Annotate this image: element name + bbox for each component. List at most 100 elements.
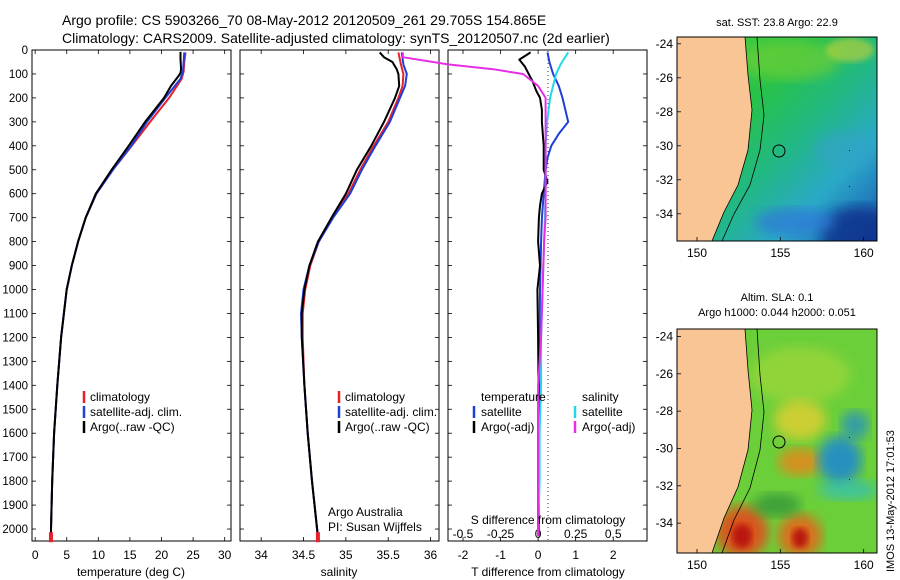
lat-tick-label: -26 bbox=[656, 71, 674, 85]
panel-difference: -2 -1 0 1 2 -0.5 -0.25 0 0.25 0.5 T difference f… bbox=[401, 49, 648, 579]
sst-field: · · bbox=[677, 37, 877, 241]
lon-tick-label: 150 bbox=[687, 246, 707, 260]
x-tick-label: 5 bbox=[63, 548, 70, 562]
title-line-2: Climatology: CARS2009. Satellite-adjuste… bbox=[62, 30, 610, 46]
depth-tick-label: 1100 bbox=[3, 308, 28, 320]
profile-location-marker bbox=[772, 435, 786, 449]
x2-tick-label: -0.5 bbox=[453, 527, 474, 541]
depth-tick-label: 1700 bbox=[2, 452, 28, 464]
depth-tick-label: 2000 bbox=[2, 524, 28, 536]
x-tick-label: -1 bbox=[495, 548, 506, 562]
x-tick-label: 0 bbox=[535, 548, 542, 562]
legend-label-argo: Argo(-adj) bbox=[481, 420, 534, 434]
x-axis-t-difference: -2 -1 0 1 2 bbox=[458, 50, 617, 562]
island-dot: · bbox=[848, 474, 851, 484]
lat-tick-label: -24 bbox=[656, 329, 674, 343]
depth-tick-label: 600 bbox=[9, 189, 28, 201]
lat-tick-label: -24 bbox=[656, 37, 674, 51]
legend-label-climatology: climatology bbox=[90, 390, 150, 404]
lat-tick-label: -28 bbox=[656, 105, 674, 119]
x2-tick-label: 0.25 bbox=[564, 527, 588, 541]
x-tick-label: 2 bbox=[610, 548, 617, 562]
depth-tick-label: 1400 bbox=[2, 380, 28, 392]
depth-ticks bbox=[240, 49, 439, 530]
x-tick-label: 34.5 bbox=[292, 548, 316, 562]
x-axis-label: T difference from climatology bbox=[471, 565, 625, 579]
x-tick-label: 25 bbox=[186, 548, 200, 562]
depth-tick-label: 300 bbox=[9, 117, 28, 129]
depth-tick-label: 500 bbox=[9, 165, 28, 177]
lat-tick-label: -28 bbox=[656, 404, 674, 418]
depth-tick-label: 0 bbox=[22, 45, 28, 57]
series-line-argo-raw-qc- bbox=[50, 51, 183, 537]
map-sla: Altim. SLA: 0.1 Argo h1000: 0.044 h2000:… bbox=[656, 292, 878, 572]
x-tick-label: 35.5 bbox=[377, 548, 401, 562]
x-tick-label: 10 bbox=[92, 548, 106, 562]
map-sst: sat. SST: 23.8 Argo: 22.9 · · 150 155 160 … bbox=[656, 17, 878, 260]
series-line-argo-raw-qc- bbox=[300, 51, 401, 537]
series-lines bbox=[48, 51, 187, 543]
lon-tick-label: 155 bbox=[770, 558, 790, 572]
depth-tick-label: 1600 bbox=[2, 428, 28, 440]
depth-tick-label: 1900 bbox=[2, 500, 28, 512]
legend-label-satellite: satellite-adj. clim. bbox=[345, 405, 437, 419]
series-line-salinity-argo-adj- bbox=[401, 52, 547, 537]
depth-tick-label: 700 bbox=[9, 213, 28, 225]
legend-salinity: salinity satellite Argo(-adj) bbox=[573, 390, 635, 434]
legend-temperature: temperature satellite Argo(-adj) bbox=[472, 390, 546, 434]
lon-tick-label: 155 bbox=[770, 246, 790, 260]
panel-temperature: 0100200300400500600700800900100011001200… bbox=[2, 45, 231, 579]
title-line-1: Argo profile: CS 5903266_70 08-May-2012 … bbox=[62, 12, 547, 28]
lon-axis: 150 155 160 bbox=[687, 237, 874, 260]
sla-field: · · bbox=[677, 329, 877, 553]
land-mask bbox=[677, 329, 753, 553]
x-tick-label: 34 bbox=[254, 548, 268, 562]
legend-label-argo: Argo(..raw -QC) bbox=[345, 420, 430, 434]
legend-header: salinity bbox=[582, 390, 619, 404]
legend-label-satellite: satellite-adj. clim. bbox=[90, 405, 182, 419]
depth-tick-label: 1800 bbox=[2, 476, 28, 488]
x-axis-label-salinity: S difference from climatology bbox=[471, 513, 626, 527]
x-tick-label: -2 bbox=[458, 548, 469, 562]
x-axis-label: salinity bbox=[321, 565, 358, 579]
x-tick-label: 30 bbox=[218, 548, 232, 562]
depth-tick-label: 1200 bbox=[2, 332, 28, 344]
legend-label-satellite: satellite bbox=[582, 405, 623, 419]
x-tick-label: 35 bbox=[339, 548, 353, 562]
depth-tick-label: 100 bbox=[9, 69, 28, 81]
lat-tick-label: -32 bbox=[656, 479, 674, 493]
x-axis-s-difference: -0.5 -0.25 0 0.25 0.5 bbox=[453, 527, 622, 541]
isobath bbox=[721, 37, 765, 241]
depth-tick-label: 1300 bbox=[2, 356, 28, 368]
depth-ticks bbox=[448, 49, 647, 530]
depth-tick-label: 1500 bbox=[2, 404, 28, 416]
x-tick-label: 20 bbox=[155, 548, 169, 562]
lon-tick-label: 160 bbox=[854, 558, 874, 572]
x-tick-label: 36 bbox=[424, 548, 438, 562]
island-dot: · bbox=[848, 181, 851, 191]
bottom-marker bbox=[315, 532, 320, 543]
x-tick-label: 1 bbox=[572, 548, 579, 562]
panel-frame bbox=[31, 49, 232, 542]
lat-tick-label: -32 bbox=[656, 173, 674, 187]
map-frame bbox=[676, 36, 878, 242]
isobath bbox=[721, 329, 765, 553]
depth-tick-label: 800 bbox=[9, 237, 28, 249]
legend-label-satellite: satellite bbox=[481, 405, 522, 419]
x-axis-label: temperature (deg C) bbox=[77, 565, 185, 579]
profile-location-marker bbox=[772, 144, 786, 158]
legend: climatology satellite-adj. clim. Argo(..… bbox=[337, 390, 437, 434]
series-lines bbox=[401, 51, 570, 537]
series-lines bbox=[300, 51, 408, 543]
legend-label-argo: Argo(-adj) bbox=[582, 420, 635, 434]
x2-tick-label: 0.5 bbox=[605, 527, 622, 541]
depth-tick-label: 200 bbox=[9, 93, 28, 105]
bottom-marker bbox=[48, 532, 53, 543]
lon-tick-label: 160 bbox=[854, 246, 874, 260]
x-axis-temperature: 0 5 10 15 20 25 30 bbox=[32, 50, 232, 562]
x-tick-label: 15 bbox=[123, 548, 137, 562]
legend: climatology satellite-adj. clim. Argo(..… bbox=[82, 390, 182, 434]
land-mask bbox=[677, 37, 753, 241]
depth-axis: 0 100 200 300 400 500 600 700 800 900 1000 1100 1200… bbox=[2, 45, 231, 536]
